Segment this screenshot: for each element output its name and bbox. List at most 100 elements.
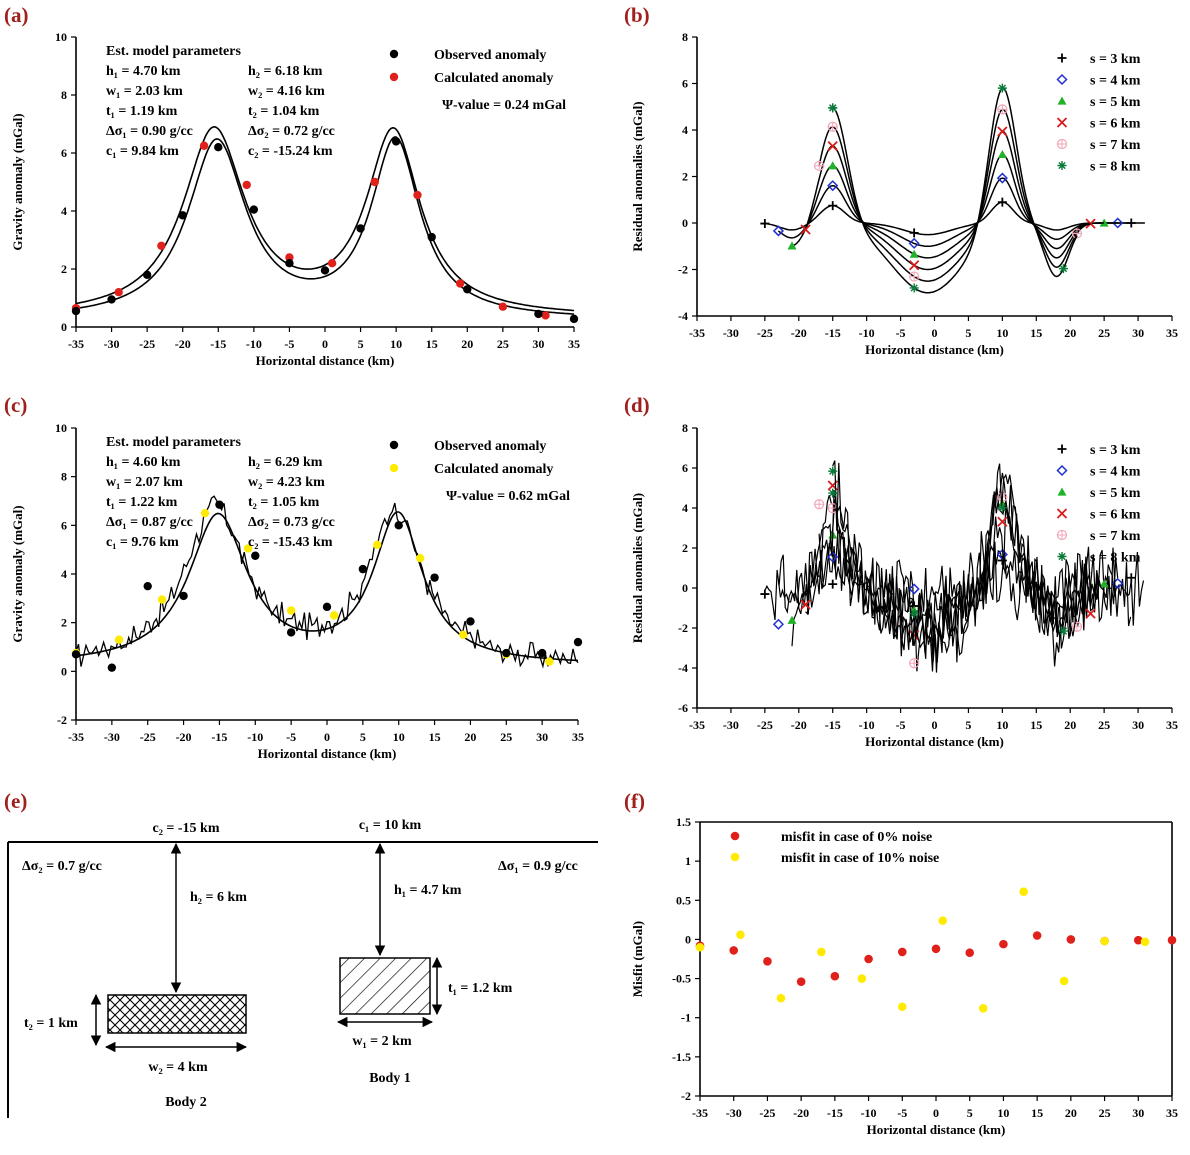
legend-label: s = 8 km bbox=[1090, 551, 1141, 566]
chart-c-gravity-10pct: -35 -30 -25 -20 -15 -10 -5 0 5 10 15 20 25 30 35-20246… bbox=[10, 421, 584, 761]
misfit-0pct-point bbox=[931, 944, 941, 954]
y-tick-label: 6 bbox=[61, 146, 67, 160]
y-tick-label: 10 bbox=[55, 30, 67, 44]
calculated-point bbox=[114, 288, 123, 297]
calculated-point bbox=[373, 540, 382, 549]
x-tick-label: -15 bbox=[211, 730, 227, 744]
calculated-point bbox=[157, 595, 167, 604]
misfit-0pct-point bbox=[999, 939, 1008, 949]
marker-diamond bbox=[1112, 217, 1124, 229]
y-tick-label: 8 bbox=[682, 421, 688, 435]
x-tick-label: 30 bbox=[1132, 718, 1144, 732]
marker-star bbox=[828, 103, 838, 113]
observed-point bbox=[143, 581, 152, 591]
misfit-10pct-point bbox=[1019, 887, 1028, 896]
marker-triangle bbox=[1057, 487, 1067, 496]
observed-point bbox=[249, 205, 259, 214]
x-tick-label: -25 bbox=[757, 718, 773, 732]
observed-point bbox=[179, 591, 188, 601]
legend-label: s = 6 km bbox=[1090, 508, 1141, 523]
y-tick-label: 0.5 bbox=[676, 893, 691, 907]
panel-label-a: (a) bbox=[4, 3, 29, 27]
x-tick-label: 5 bbox=[360, 730, 366, 744]
marker-star bbox=[909, 609, 919, 619]
marker-diamond bbox=[827, 180, 839, 192]
residual-curve-s6 bbox=[805, 487, 1104, 659]
marker-triangle bbox=[1099, 218, 1109, 227]
x-tick-label: -5 bbox=[896, 326, 906, 340]
y-tick-label: -2 bbox=[681, 1089, 691, 1103]
x-tick-label: -35 bbox=[68, 337, 84, 351]
marker-triangle bbox=[1099, 579, 1109, 588]
marker-star bbox=[1058, 264, 1068, 274]
x-tick-label: -10 bbox=[247, 730, 263, 744]
calculated-point bbox=[329, 611, 339, 620]
marker-circle-plus-cross bbox=[997, 104, 1007, 114]
x-tick-label: 25 bbox=[1098, 718, 1110, 732]
marker-star bbox=[909, 283, 919, 293]
x-tick-label: 35 bbox=[1166, 326, 1178, 340]
x-tick-label: 35 bbox=[568, 337, 580, 351]
psi-value: Ψ-value = 0.62 mGal bbox=[446, 489, 570, 504]
legend-marker bbox=[730, 831, 740, 841]
x-tick-label: 15 bbox=[426, 337, 438, 351]
marker-plus bbox=[1057, 53, 1067, 63]
y-tick-label: -6 bbox=[678, 701, 688, 715]
panel-label-e: (e) bbox=[4, 789, 27, 813]
legend-calculated-label: Calculated anomaly bbox=[434, 462, 553, 477]
x-tick-label: 0 bbox=[322, 337, 328, 351]
observed-point bbox=[463, 285, 472, 294]
observed-point bbox=[320, 266, 330, 275]
misfit-10pct-point bbox=[897, 1002, 907, 1012]
misfit-10pct-point bbox=[1140, 937, 1150, 947]
y-tick-label: 6 bbox=[682, 461, 688, 475]
body-2-block bbox=[107, 994, 247, 1034]
param-left: Δσ₁ = 0.87 g/cc bbox=[106, 515, 193, 530]
x-tick-label: 0 bbox=[932, 326, 938, 340]
param-left: w₁ = 2.07 km bbox=[106, 475, 183, 490]
residual-curve-s6 bbox=[804, 130, 1105, 271]
param-right: t₂ = 1.04 km bbox=[248, 104, 320, 119]
param-right: w₂ = 4.16 km bbox=[248, 84, 325, 99]
legend-calculated-marker bbox=[389, 72, 399, 82]
legend-label: misfit in case of 10% noise bbox=[781, 851, 939, 866]
marker-circle-plus-cross bbox=[1057, 530, 1067, 540]
x-tick-label: -10 bbox=[859, 326, 875, 340]
legend-label: s = 6 km bbox=[1090, 117, 1141, 132]
y-axis-title: Residual anomalies (mGal) bbox=[630, 493, 645, 643]
marker-cross bbox=[1085, 218, 1096, 229]
calculated-point bbox=[199, 141, 209, 150]
x-axis-title: Horizontal distance (km) bbox=[865, 342, 1004, 357]
marker-star bbox=[1057, 161, 1067, 170]
x-tick-label: -25 bbox=[757, 326, 773, 340]
misfit-10pct-point bbox=[978, 1004, 988, 1013]
x-tick-label: -25 bbox=[139, 337, 155, 351]
chart-f-misfit: -35 -30 -25 -20 -15 -10 -5 0 5 10 15 20 25 30 35-2-1.5… bbox=[630, 815, 1178, 1137]
param-right: h₂ = 6.29 km bbox=[248, 455, 323, 470]
marker-diamond bbox=[1056, 73, 1068, 86]
observed-point bbox=[215, 500, 224, 509]
marker-circle-plus-cross bbox=[814, 161, 824, 171]
misfit-0pct-point bbox=[1032, 931, 1042, 940]
x-tick-label: -30 bbox=[726, 1106, 742, 1120]
param-left: w₁ = 2.03 km bbox=[106, 84, 183, 99]
calculated-point bbox=[243, 544, 253, 553]
y-tick-label: -4 bbox=[678, 661, 688, 675]
legend-label: s = 5 km bbox=[1090, 486, 1141, 501]
x-tick-label: -20 bbox=[175, 337, 191, 351]
calculated-point bbox=[413, 190, 422, 200]
y-tick-label: -1.5 bbox=[672, 1050, 691, 1064]
x-tick-label: 35 bbox=[1166, 718, 1178, 732]
panel-label-b: (b) bbox=[624, 3, 650, 27]
marker-diamond bbox=[1056, 464, 1068, 477]
calculated-point bbox=[157, 241, 166, 250]
residual-curve-s5 bbox=[791, 153, 1118, 259]
misfit-0pct-point bbox=[796, 977, 806, 987]
misfit-0pct-point bbox=[1133, 935, 1143, 945]
calculated-point bbox=[498, 302, 508, 311]
x-tick-label: 25 bbox=[497, 337, 509, 351]
observed-point bbox=[356, 224, 365, 233]
marker-cross bbox=[800, 599, 811, 610]
observed-point bbox=[537, 648, 547, 658]
body-1-label: Body 1 bbox=[369, 1071, 411, 1086]
